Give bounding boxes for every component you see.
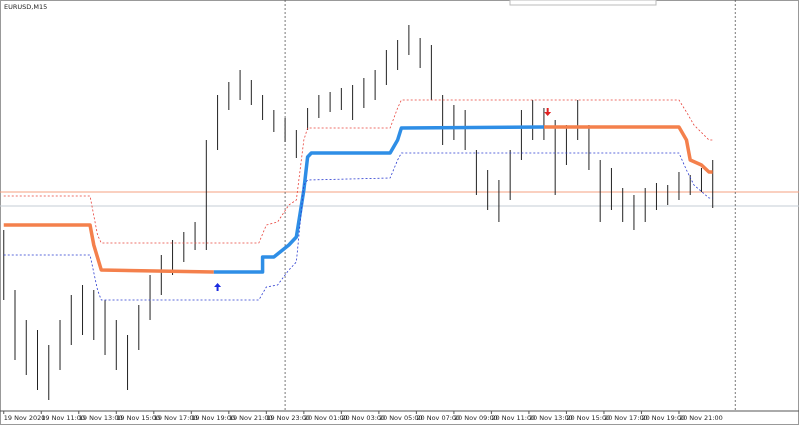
x-tick-label: 20 Nov 17:00	[604, 414, 648, 422]
x-tick-label: 19 Nov 15:00	[116, 414, 160, 422]
band-line	[3, 152, 713, 301]
toolbar-stub	[509, 0, 657, 6]
x-tick-label: 19 Nov 2020	[4, 414, 46, 422]
x-tick-label: 19 Nov 21:00	[229, 414, 273, 422]
x-tick-label: 20 Nov 11:00	[491, 414, 535, 422]
chart-title: EURUSD,M15	[4, 3, 47, 11]
band-line	[3, 99, 713, 244]
trend-line	[543, 125, 713, 174]
x-tick-label: 20 Nov 03:00	[341, 414, 385, 422]
x-tick-label: 20 Nov 07:00	[416, 414, 460, 422]
x-tick-label: 19 Nov 11:00	[41, 414, 85, 422]
trend-line	[3, 223, 214, 274]
x-tick-label: 20 Nov 09:00	[454, 414, 498, 422]
x-tick-label: 19 Nov 17:00	[154, 414, 198, 422]
x-tick-label: 19 Nov 13:00	[79, 414, 123, 422]
signal-arrow	[214, 283, 222, 291]
x-tick-label: 20 Nov 05:00	[379, 414, 423, 422]
x-tick-label: 20 Nov 21:00	[679, 414, 723, 422]
trend-line	[213, 125, 544, 274]
x-tick-label: 19 Nov 23:00	[266, 414, 310, 422]
x-tick-label: 20 Nov 15:00	[566, 414, 610, 422]
signal-arrow	[544, 108, 552, 116]
x-tick-label: 19 Nov 19:00	[191, 414, 235, 422]
x-tick-label: 20 Nov 01:00	[304, 414, 348, 422]
x-tick-label: 20 Nov 19:00	[641, 414, 685, 422]
x-tick-label: 20 Nov 13:00	[529, 414, 573, 422]
